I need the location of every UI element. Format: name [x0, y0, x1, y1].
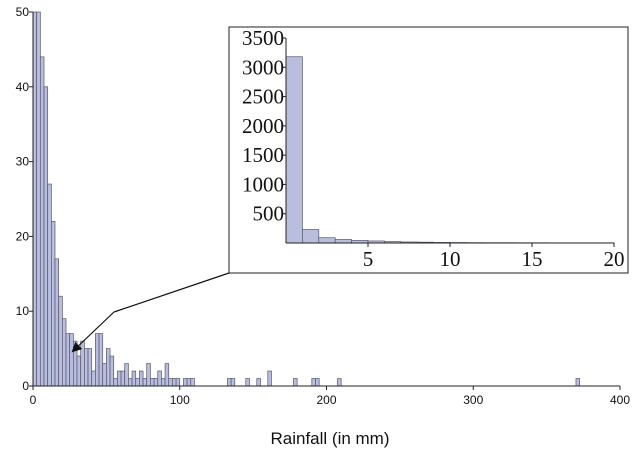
main-bar	[128, 378, 133, 387]
main-bar	[146, 363, 151, 387]
main-bar	[102, 363, 107, 387]
inset-x-tick-label: 15	[522, 247, 543, 271]
zoom-connector-line	[113, 272, 230, 313]
main-bar	[337, 378, 342, 387]
main-bar	[131, 370, 137, 387]
main-bar	[65, 333, 71, 387]
main-x-tick-label: 400	[610, 393, 630, 407]
main-bar	[139, 370, 144, 387]
main-bar	[36, 11, 41, 387]
main-bar	[120, 370, 126, 387]
inset-y-tick-label: 2500	[242, 85, 284, 109]
main-bar	[230, 378, 236, 387]
main-y-tick-label: 50	[16, 5, 30, 19]
main-bar	[124, 363, 129, 387]
main-bar	[161, 378, 166, 387]
main-bar	[175, 378, 181, 387]
main-bar	[315, 378, 320, 387]
main-y-tick-label: 0	[22, 379, 29, 393]
main-bar	[227, 378, 232, 387]
main-bar	[76, 355, 82, 387]
main-bar	[142, 378, 148, 387]
main-x-ticks: 0 100 200 300 400	[30, 386, 630, 407]
main-bar	[106, 348, 111, 387]
main-bar	[157, 370, 162, 387]
inset-histogram: 5 10 15 20 500 1000 1500 2000 2500 3000 3500	[228, 26, 629, 274]
main-bar	[164, 363, 170, 387]
main-y-tick-label: 20	[16, 229, 30, 243]
main-bar	[168, 378, 173, 387]
main-x-tick-label: 200	[316, 393, 336, 407]
x-axis-label: Rainfall (in mm)	[270, 429, 389, 448]
main-bar	[109, 355, 115, 387]
main-bar	[58, 295, 63, 387]
main-bar	[39, 56, 45, 387]
main-bar	[267, 370, 272, 387]
main-bar	[43, 86, 49, 387]
main-y-ticks: 0 10 20 30 40 50	[16, 5, 33, 393]
main-bar	[54, 258, 60, 387]
main-bar	[117, 370, 122, 387]
inset-bar	[334, 239, 352, 244]
main-x-tick-label: 300	[463, 393, 483, 407]
main-bar	[69, 333, 74, 387]
inset-y-tick-label: 3000	[242, 55, 284, 79]
inset-x-ticks: 5 10 15 20	[363, 243, 625, 271]
inset-y-tick-label: 1000	[242, 172, 284, 196]
inset-y-tick-label: 500	[253, 202, 285, 226]
inset-y-ticks: 500 1000 1500 2000 2500 3000 3500	[242, 26, 286, 226]
main-bar	[311, 378, 316, 387]
main-bar	[245, 378, 250, 387]
main-x-tick-label: 100	[170, 393, 190, 407]
main-bar	[172, 378, 177, 387]
main-bar	[91, 370, 96, 387]
main-bar	[80, 340, 85, 387]
inset-y-tick-label: 1500	[242, 143, 284, 167]
inset-x-tick-label: 20	[604, 247, 625, 271]
main-bar	[575, 378, 580, 387]
inset-x-tick-label: 5	[363, 247, 374, 271]
inset-x-tick-label: 10	[440, 247, 461, 271]
main-bar	[32, 11, 38, 387]
inset-y-tick-label: 2000	[242, 114, 284, 138]
main-bar	[150, 378, 155, 387]
main-bar	[113, 378, 118, 387]
main-bar	[84, 348, 89, 387]
main-bar	[256, 378, 261, 387]
inset-bar	[302, 229, 320, 244]
main-bar	[95, 333, 100, 387]
main-bar	[183, 378, 188, 387]
main-x-tick-label: 0	[30, 393, 37, 407]
main-y-tick-label: 40	[16, 80, 30, 94]
zoom-arrow	[71, 311, 115, 353]
main-y-tick-label: 30	[16, 155, 30, 169]
main-y-tick-label: 10	[16, 304, 30, 318]
main-bar	[47, 183, 52, 387]
main-bar	[293, 378, 298, 387]
inset-bar	[285, 56, 303, 244]
main-bar	[135, 378, 140, 387]
main-bar	[61, 318, 67, 387]
main-bar	[98, 333, 104, 387]
main-bar	[153, 378, 159, 387]
inset-y-tick-label: 3500	[242, 26, 284, 50]
inset-bar	[318, 237, 336, 244]
main-bar	[87, 348, 93, 387]
main-bar	[50, 221, 56, 387]
main-bar	[190, 378, 195, 387]
main-bar	[186, 378, 192, 387]
